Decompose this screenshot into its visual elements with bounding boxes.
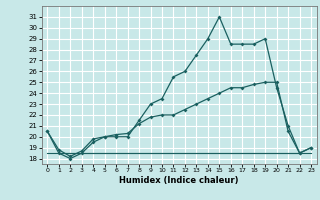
X-axis label: Humidex (Indice chaleur): Humidex (Indice chaleur) [119, 176, 239, 185]
